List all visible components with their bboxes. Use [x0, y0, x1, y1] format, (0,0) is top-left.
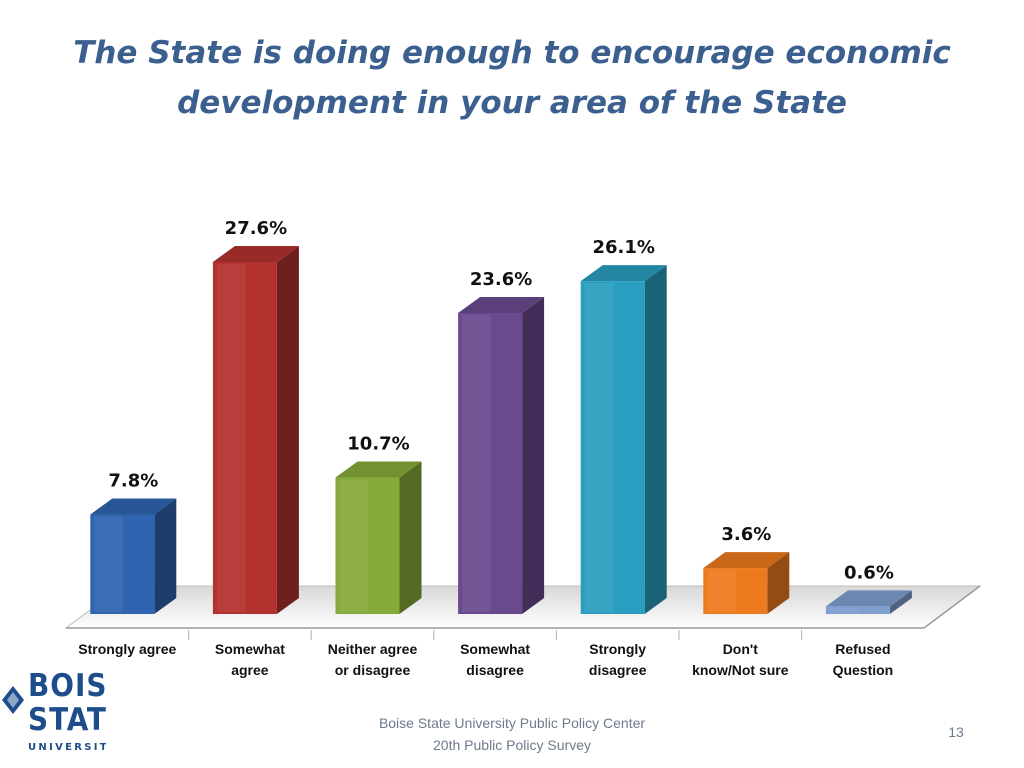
value-label-7: 0.6% [844, 562, 894, 583]
bar-highlight [829, 608, 859, 612]
bar-top [335, 461, 422, 478]
bar-top [212, 246, 299, 262]
category-label-7: Refused Question [833, 641, 894, 678]
category-label-2: Somewhat agree [215, 641, 285, 678]
bar-front [335, 477, 400, 614]
value-label-2: 27.6% [225, 218, 287, 239]
page-number: 13 [948, 724, 964, 740]
value-label-5: 26.1% [592, 237, 654, 258]
bar-top [90, 498, 177, 515]
category-label-4: Somewhat disagree [460, 641, 530, 678]
bar-highlight [339, 479, 369, 612]
bar-2 [212, 246, 299, 614]
bar-side [889, 590, 912, 614]
bar-front [825, 606, 890, 614]
bar-front [90, 514, 155, 614]
category-label-6: Don't know/Not sure [692, 641, 789, 678]
boise-state-logo: BOISE STATE UNIVERSITY [2, 668, 106, 753]
bar-highlight [216, 264, 246, 612]
value-label-1: 7.8% [108, 471, 158, 492]
bar-highlight [94, 516, 124, 612]
bar-side [522, 297, 545, 614]
value-label-6: 3.6% [721, 524, 771, 545]
bar-top [458, 297, 545, 314]
value-label-4: 23.6% [470, 269, 532, 290]
bar-side [276, 246, 299, 614]
svg-text:UNIVERSITY: UNIVERSITY [28, 742, 106, 753]
bar-top [580, 265, 667, 282]
bar-side [399, 461, 422, 614]
bar-highlight [584, 283, 614, 612]
bar-4 [458, 297, 545, 614]
bar-top [825, 590, 912, 607]
bar-front [212, 262, 277, 614]
bar-6 [703, 552, 790, 614]
bar-chart: 7.8% 27.6% 10.7% 23.6% 26.1% 3.6% 0.6% Strongl… [64, 218, 982, 678]
svg-text:BOISE: BOISE [28, 668, 106, 704]
footer-line2: 20th Public Policy Survey [433, 737, 591, 753]
category-label-1: Strongly agree [78, 641, 176, 657]
bar-side [644, 265, 667, 614]
bar-top [703, 552, 790, 569]
bar-side [154, 498, 177, 614]
bar-5 [580, 265, 667, 614]
bar-front [458, 313, 523, 614]
bar-7 [825, 590, 912, 614]
svg-text:STATE: STATE [28, 702, 106, 738]
value-label-3: 10.7% [347, 434, 409, 455]
bar-highlight [462, 315, 491, 612]
category-label-5: Strongly disagree [589, 641, 647, 678]
bar-side [767, 552, 790, 614]
bar-front [703, 568, 768, 614]
bar-highlight [707, 570, 737, 612]
bar-1 [90, 498, 177, 614]
footer-line1: Boise State University Public Policy Cen… [378, 715, 646, 731]
category-label-3: Neither agree or disagree [328, 641, 418, 678]
bar-3 [335, 461, 422, 614]
bar-front [580, 281, 645, 614]
footer: Boise State University Public Policy Cen… [312, 712, 712, 756]
chart-title: The State is doing enough to encourage e… [73, 35, 951, 121]
